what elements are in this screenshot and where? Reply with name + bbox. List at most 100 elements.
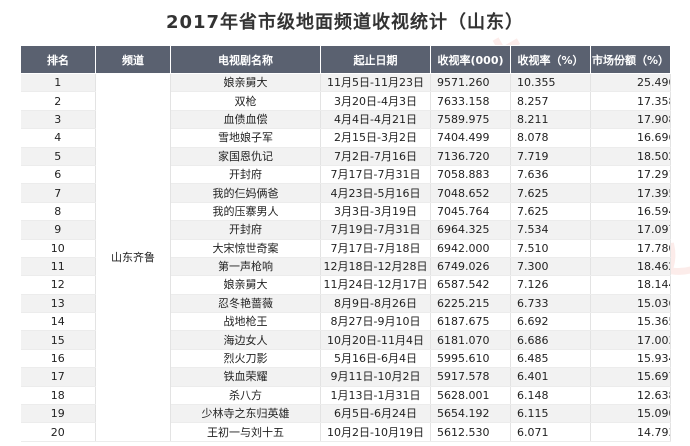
cell-share: 17.780 (590, 239, 671, 258)
cell-share: 16.696 (590, 128, 671, 148)
cell-rank: 19 (20, 404, 96, 424)
column-header-dates: 起止日期 (320, 45, 431, 74)
cell-drama: 少林寺之东归英雄 (170, 404, 321, 424)
cell-rank: 1 (20, 73, 96, 93)
cell-share: 18.502 (590, 147, 671, 166)
column-header-rating: 收视率（%） (510, 45, 591, 74)
cell-viewers: 6749.026 (430, 257, 511, 277)
column-header-share: 市场份额（%） (590, 45, 671, 74)
cell-rating: 6.733 (510, 294, 591, 314)
cell-drama: 娘亲舅大 (170, 275, 321, 295)
cell-drama: 我的压寨男人 (170, 202, 321, 222)
cell-rating: 7.126 (510, 275, 591, 295)
cell-dates: 7月17日-7月31日 (320, 165, 431, 185)
cell-viewers: 6587.542 (430, 275, 511, 295)
cell-dates: 1月13日-1月31日 (320, 386, 431, 406)
cell-share: 17.395 (590, 183, 671, 203)
cell-drama: 战地枪王 (170, 312, 321, 332)
cell-rating: 10.355 (510, 73, 591, 93)
cell-share: 17.358 (590, 91, 671, 111)
cell-share: 17.291 (590, 165, 671, 185)
cell-viewers: 5654.192 (430, 404, 511, 424)
cell-rating: 6.115 (510, 404, 591, 424)
cell-dates: 12月18日-12月28日 (320, 257, 431, 277)
cell-drama: 王初一与刘十五 (170, 422, 321, 442)
cell-viewers: 7048.652 (430, 183, 511, 203)
column-header-channel: 频道 (95, 45, 171, 74)
cell-rank: 8 (20, 202, 96, 222)
cell-rating: 7.534 (510, 220, 591, 240)
cell-dates: 10月20日-11月4日 (320, 330, 431, 350)
cell-rank: 4 (20, 128, 96, 148)
cell-drama: 第一声枪响 (170, 257, 321, 277)
cell-rating: 6.148 (510, 386, 591, 406)
cell-share: 15.090 (590, 404, 671, 424)
cell-viewers: 5612.530 (430, 422, 511, 442)
cell-viewers: 7045.764 (430, 202, 511, 222)
page-title: 2017年省市级地面频道收视统计（山东） (165, 12, 525, 33)
cell-rank: 16 (20, 349, 96, 369)
cell-rank: 13 (20, 294, 96, 314)
column-header-drama: 电视剧名称 (170, 45, 321, 74)
cell-dates: 8月9日-8月26日 (320, 294, 431, 314)
cell-dates: 7月17日-7月18日 (320, 239, 431, 258)
cell-viewers: 6964.325 (430, 220, 511, 240)
cell-drama: 我的仨妈俩爸 (170, 183, 321, 203)
cell-rank: 2 (20, 91, 96, 111)
cell-drama: 杀八方 (170, 386, 321, 406)
cell-rating: 7.300 (510, 257, 591, 277)
cell-rank: 17 (20, 367, 96, 387)
cell-viewers: 6225.215 (430, 294, 511, 314)
cell-rating: 6.686 (510, 330, 591, 350)
cell-dates: 10月2日-10月19日 (320, 422, 431, 442)
cell-rank: 11 (20, 257, 96, 277)
cell-viewers: 6942.000 (430, 239, 511, 258)
cell-rank: 18 (20, 386, 96, 406)
cell-rank: 3 (20, 110, 96, 130)
cell-share: 17.097 (590, 220, 671, 240)
cell-share: 18.144 (590, 275, 671, 295)
cell-dates: 11月5日-11月23日 (320, 73, 431, 93)
cell-dates: 6月5日-6月24日 (320, 404, 431, 424)
cell-drama: 娘亲舅大 (170, 73, 321, 93)
column-header-rank: 排名 (20, 45, 96, 74)
cell-dates: 8月27日-9月10日 (320, 312, 431, 332)
cell-rating: 8.078 (510, 128, 591, 148)
cell-dates: 9月11日-10月2日 (320, 367, 431, 387)
header-row: 排名 频道 电视剧名称 起止日期 收视率(000) 收视率（%） 市场份额（%） (20, 45, 671, 74)
cell-dates: 11月24日-12月17日 (320, 275, 431, 295)
cell-drama: 开封府 (170, 165, 321, 185)
cell-share: 15.697 (590, 367, 671, 387)
cell-drama: 双枪 (170, 91, 321, 111)
cell-rank: 10 (20, 239, 96, 258)
cell-share: 17.908 (590, 110, 671, 130)
cell-drama: 家国恩仇记 (170, 147, 321, 166)
cell-rating: 7.510 (510, 239, 591, 258)
cell-rating: 7.625 (510, 202, 591, 222)
cell-drama: 海边女人 (170, 330, 321, 350)
cell-share: 15.365 (590, 312, 671, 332)
cell-dates: 7月19日-7月31日 (320, 220, 431, 240)
cell-drama: 铁血荣耀 (170, 367, 321, 387)
cell-share: 18.462 (590, 257, 671, 277)
cell-dates: 3月3日-3月19日 (320, 202, 431, 222)
cell-dates: 4月23日-5月16日 (320, 183, 431, 203)
cell-viewers: 9571.260 (430, 73, 511, 93)
cell-rank: 5 (20, 147, 96, 166)
cell-share: 17.003 (590, 330, 671, 350)
cell-rank: 7 (20, 183, 96, 203)
cell-rank: 20 (20, 422, 96, 442)
cell-share: 12.638 (590, 386, 671, 406)
cell-viewers: 6181.070 (430, 330, 511, 350)
cell-share: 15.036 (590, 294, 671, 314)
